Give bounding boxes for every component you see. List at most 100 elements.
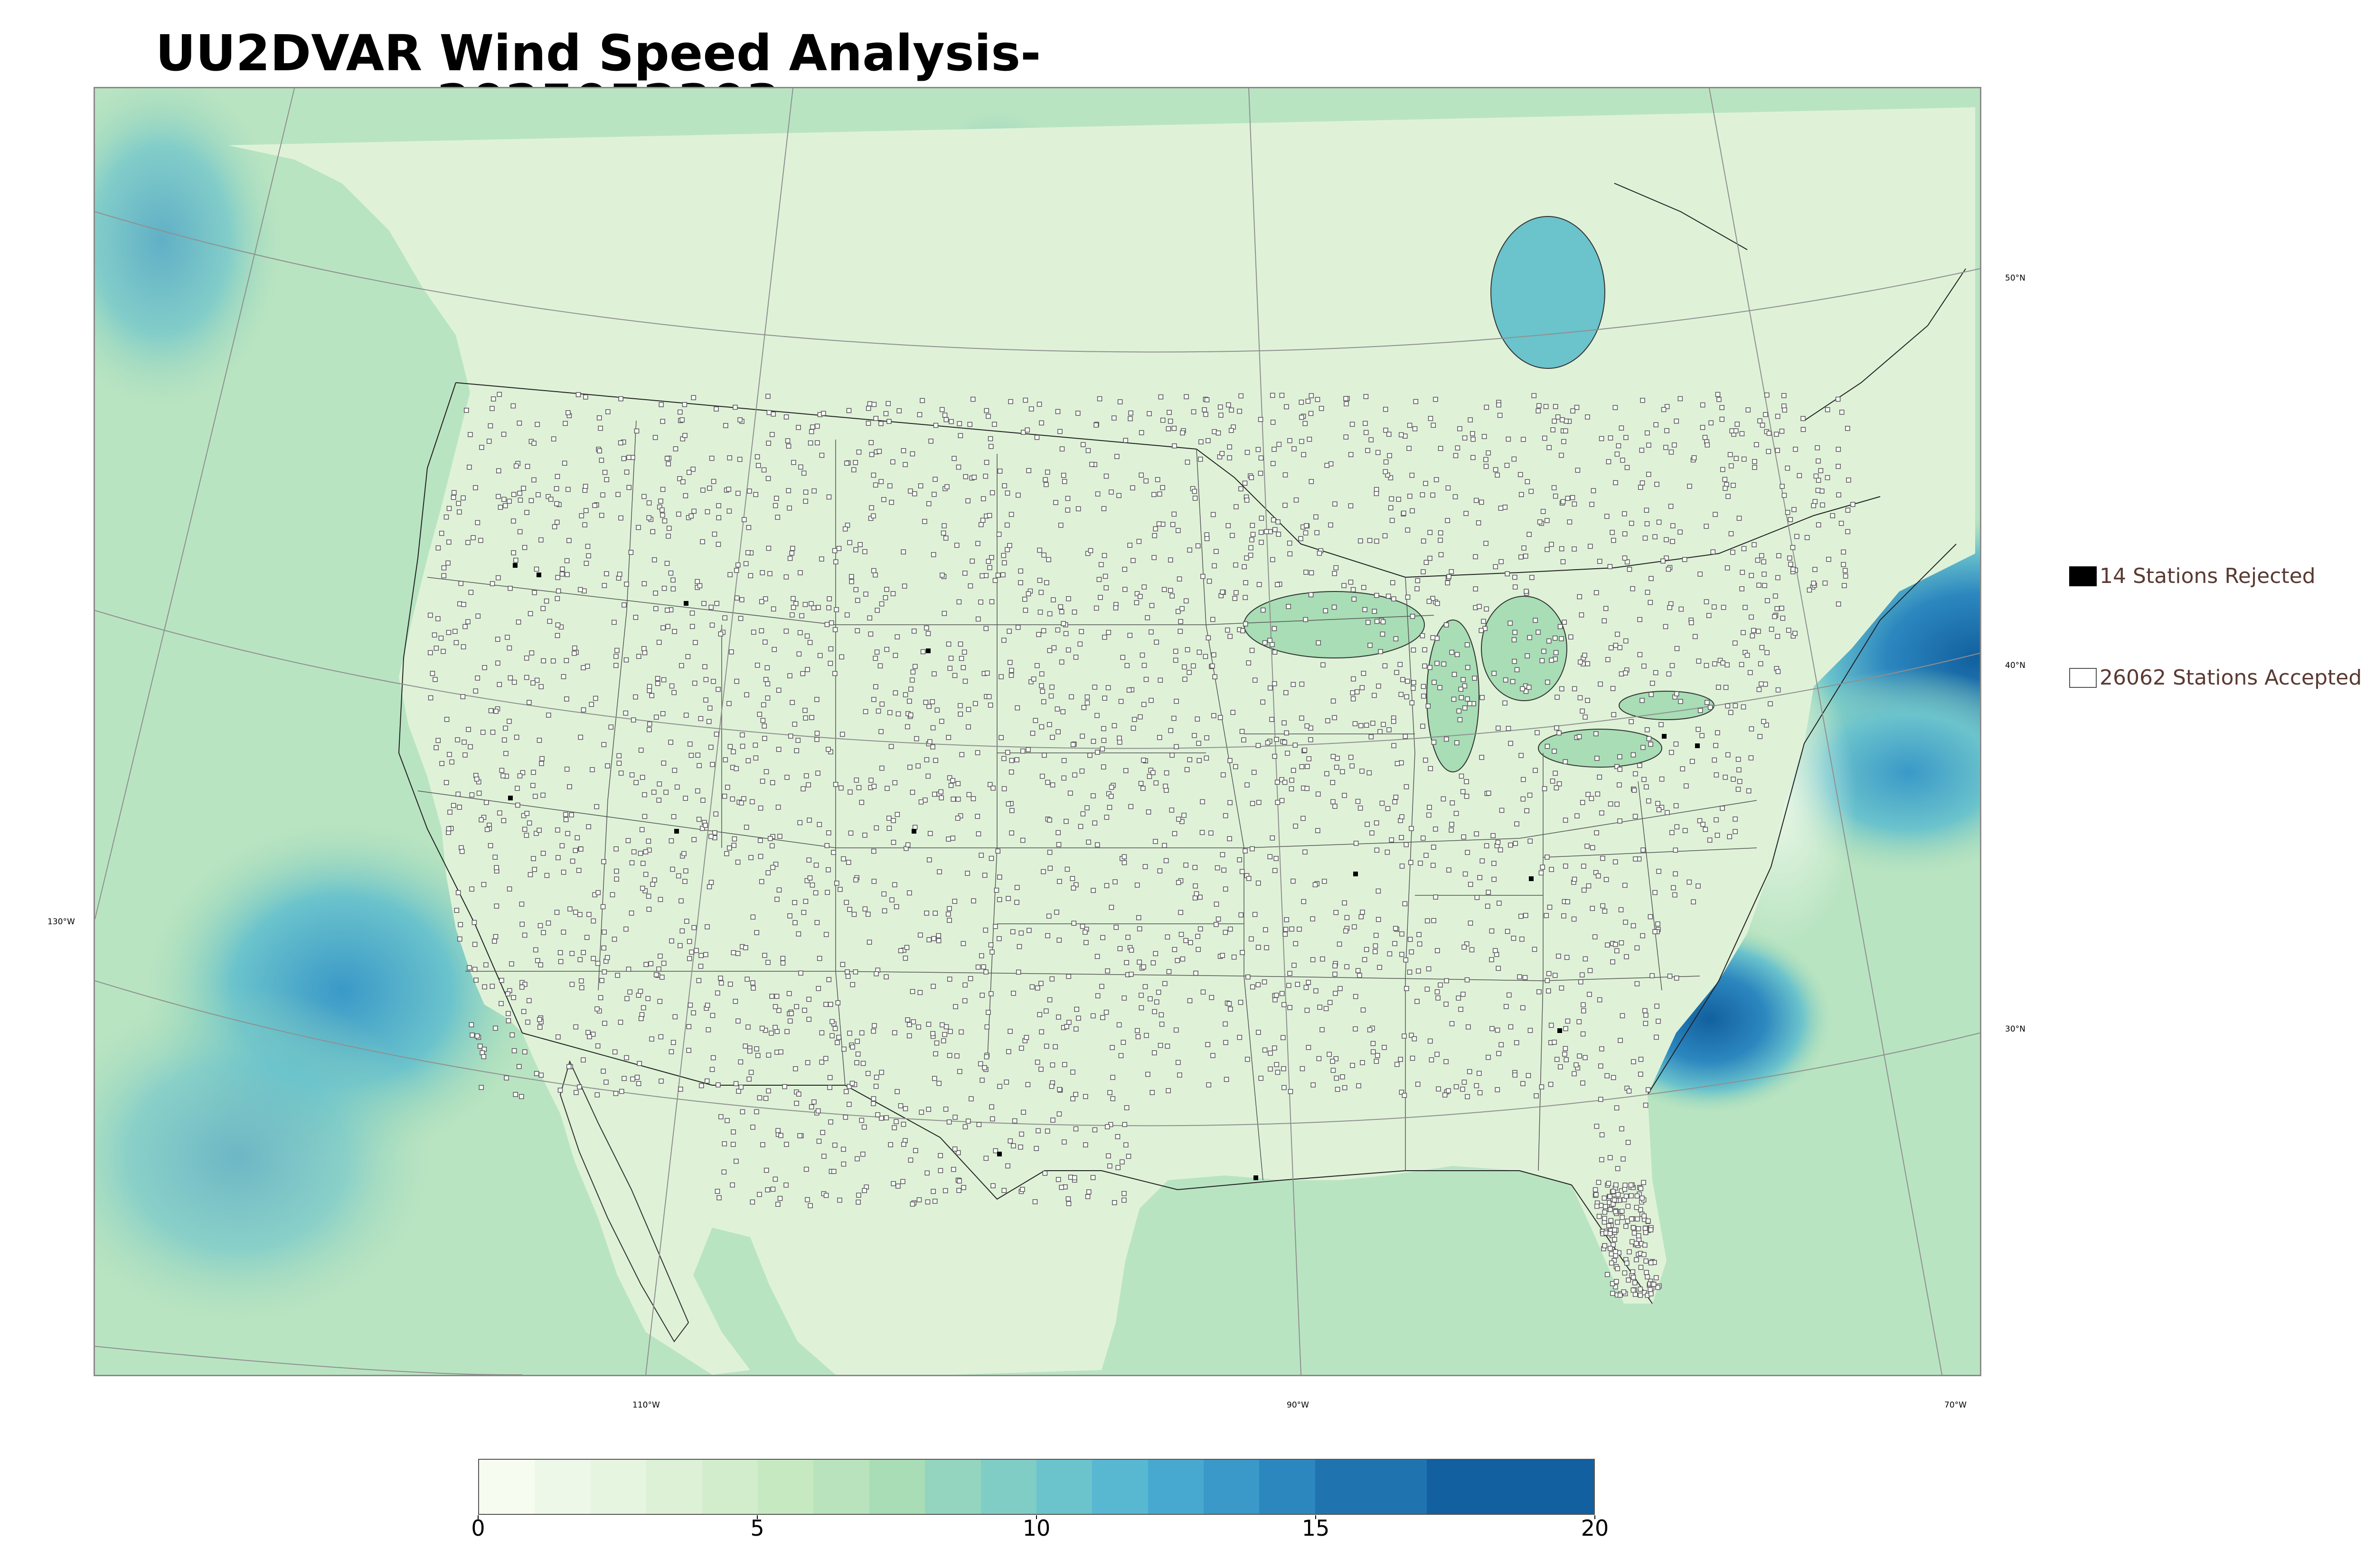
station-accepted-marker [1383,469,1388,474]
station-accepted-marker [1667,605,1672,610]
station-accepted-marker [584,935,590,940]
station-accepted-marker [836,545,842,551]
station-accepted-marker [479,817,484,823]
station-accepted-marker [1563,1046,1568,1052]
station-accepted-marker [1299,681,1305,687]
station-accepted-marker [873,656,878,661]
station-accepted-marker [525,464,530,469]
station-accepted-marker [649,1036,654,1042]
station-accepted-marker [903,956,908,961]
station-accepted-marker [1237,409,1242,414]
station-accepted-marker [1625,1140,1631,1145]
station-accepted-marker [1428,416,1433,421]
station-accepted-marker [1302,849,1308,854]
station-accepted-marker [975,541,980,546]
station-accepted-marker [1474,831,1479,836]
station-accepted-marker [1121,1191,1127,1196]
station-accepted-marker [1614,948,1620,954]
station-accepted-marker [814,697,820,702]
station-accepted-marker [1289,786,1294,791]
station-accepted-marker [1008,770,1014,775]
station-accepted-marker [700,488,706,493]
station-accepted-marker [1243,595,1248,600]
station-accepted-marker [955,797,961,802]
station-accepted-marker [1652,534,1658,540]
station-accepted-marker [1785,510,1790,515]
station-accepted-marker [1766,449,1771,454]
station-accepted-marker [1187,670,1192,675]
station-accepted-marker [1811,503,1816,508]
station-accepted-marker [1388,475,1394,480]
colorbar-segment [1148,1460,1204,1514]
station-accepted-marker [1607,1231,1613,1236]
station-accepted-marker [1037,1012,1043,1017]
station-accepted-marker [1659,776,1665,782]
station-accepted-marker [786,443,791,449]
station-accepted-marker [444,717,450,722]
station-accepted-marker [927,739,933,744]
station-accepted-marker [509,1032,515,1038]
station-accepted-marker [1112,1200,1117,1205]
station-accepted-marker [1781,393,1787,398]
station-accepted-marker [1421,684,1426,689]
station-accepted-marker [1332,963,1338,968]
station-accepted-marker [602,969,607,975]
station-accepted-marker [1545,978,1550,983]
station-accepted-marker [1630,586,1635,592]
station-accepted-marker [1140,652,1145,658]
station-accepted-marker [1518,913,1524,919]
station-accepted-marker [679,663,684,668]
station-accepted-marker [817,822,822,827]
station-accepted-marker [1014,900,1019,905]
station-accepted-marker [554,501,559,507]
station-accepted-marker [895,634,900,639]
station-accepted-marker [1176,609,1181,614]
station-accepted-marker [538,537,544,543]
station-accepted-marker [583,508,589,513]
station-accepted-marker [821,411,826,416]
station-accepted-marker [1421,694,1426,699]
station-accepted-marker [1706,613,1712,618]
station-accepted-marker [1664,404,1670,409]
station-accepted-marker [1728,531,1734,536]
station-accepted-marker [826,494,832,500]
station-accepted-marker [1396,497,1401,502]
station-accepted-marker [937,869,942,874]
station-accepted-marker [455,890,461,895]
station-accepted-marker [1024,1035,1029,1040]
station-accepted-marker [1585,661,1591,667]
station-accepted-marker [962,571,968,576]
station-accepted-marker [1197,926,1203,932]
station-accepted-marker [1512,629,1517,635]
station-accepted-marker [1042,1171,1048,1176]
station-accepted-marker [1060,709,1066,714]
station-accepted-marker [439,761,444,766]
station-accepted-marker [1070,742,1076,747]
station-accepted-marker [731,1129,736,1135]
station-accepted-marker [766,1052,772,1058]
station-accepted-marker [932,492,937,497]
station-accepted-marker [903,692,908,697]
station-accepted-marker [1202,407,1207,413]
station-accepted-marker [806,857,812,863]
station-accepted-marker [1632,1292,1638,1297]
station-accepted-marker [1357,973,1362,978]
colorbar-segment [1315,1460,1427,1514]
station-accepted-marker [1273,856,1279,861]
station-accepted-marker [722,615,727,620]
station-accepted-marker [1794,534,1799,539]
station-accepted-marker [642,650,648,656]
station-accepted-marker [1014,757,1020,762]
station-accepted-marker [1830,513,1836,518]
station-accepted-marker [1142,984,1148,989]
station-accepted-marker [643,872,649,877]
station-accepted-marker [1272,997,1278,1003]
station-accepted-marker [581,1057,586,1063]
station-accepted-marker [759,628,764,634]
station-accepted-marker [1638,1071,1643,1077]
station-accepted-marker [686,1024,692,1029]
station-accepted-marker [912,825,918,830]
station-accepted-marker [831,850,836,855]
station-accepted-marker [892,1125,897,1130]
station-accepted-marker [1630,1239,1635,1245]
